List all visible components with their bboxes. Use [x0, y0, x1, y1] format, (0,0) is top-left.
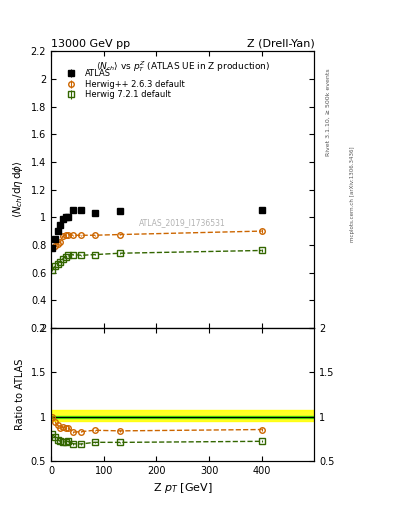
Text: mcplots.cern.ch [arXiv:1306.3436]: mcplots.cern.ch [arXiv:1306.3436]	[350, 147, 355, 242]
Y-axis label: Ratio to ATLAS: Ratio to ATLAS	[15, 359, 25, 430]
Text: $\langle N_{ch}\rangle$ vs $p_T^Z$ (ATLAS UE in Z production): $\langle N_{ch}\rangle$ vs $p_T^Z$ (ATLA…	[95, 59, 270, 74]
Text: Z (Drell-Yan): Z (Drell-Yan)	[247, 38, 314, 49]
Bar	[51, 416, 314, 418]
Text: 13000 GeV pp: 13000 GeV pp	[51, 38, 130, 49]
X-axis label: Z $p_T$ [GeV]: Z $p_T$ [GeV]	[153, 481, 213, 495]
Text: ATLAS_2019_I1736531: ATLAS_2019_I1736531	[140, 218, 226, 227]
Legend: ATLAS, Herwig++ 2.6.3 default, Herwig 7.2.1 default: ATLAS, Herwig++ 2.6.3 default, Herwig 7.…	[58, 67, 187, 102]
Text: Rivet 3.1.10, ≥ 500k events: Rivet 3.1.10, ≥ 500k events	[326, 69, 331, 157]
Bar	[51, 410, 314, 421]
Y-axis label: $\langle N_{ch}/\mathrm{d}\eta\,\mathrm{d}\phi\rangle$: $\langle N_{ch}/\mathrm{d}\eta\,\mathrm{…	[11, 161, 25, 219]
